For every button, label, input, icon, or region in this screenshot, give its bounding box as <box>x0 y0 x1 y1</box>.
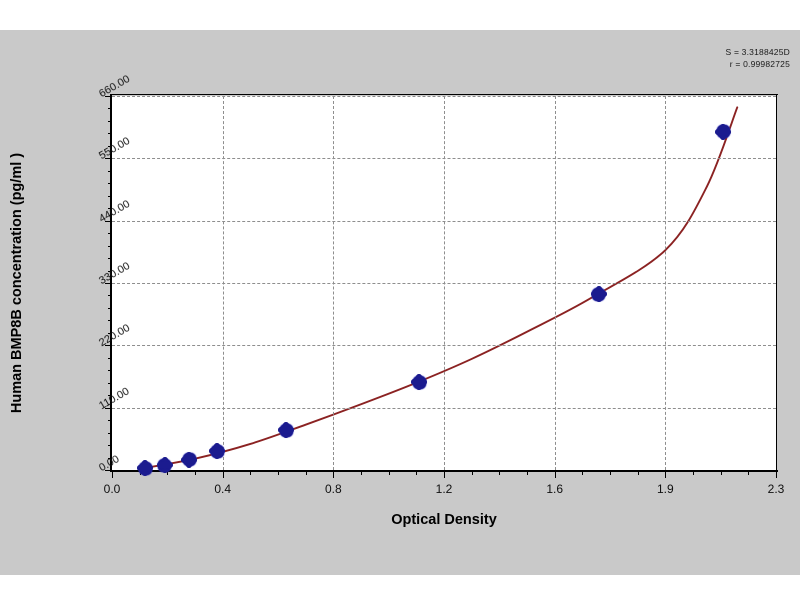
y-axis-minor-tick <box>108 170 112 172</box>
gridline-vertical <box>665 96 667 470</box>
gridline-vertical <box>444 96 445 470</box>
x-axis-minor-tick <box>388 470 390 475</box>
fitted-curve-path <box>138 106 739 470</box>
y-axis-minor-tick <box>108 295 112 297</box>
x-axis-minor-tick <box>748 470 750 475</box>
x-axis-minor-tick <box>610 470 611 475</box>
x-axis-minor-tick <box>250 470 252 475</box>
data-point-marker <box>181 451 198 468</box>
y-axis-minor-tick <box>108 183 112 185</box>
y-axis-tick <box>105 158 112 160</box>
x-axis-minor-tick <box>167 470 169 475</box>
y-axis-minor-tick <box>108 457 112 459</box>
y-axis-tick <box>105 220 112 222</box>
y-axis-minor-tick <box>108 208 112 210</box>
y-axis-title: Human BMP8B concentration (pg/ml ) <box>9 152 25 414</box>
data-point-marker <box>156 457 173 474</box>
y-axis-minor-tick <box>108 357 112 359</box>
y-axis-minor-tick <box>108 245 112 247</box>
x-axis-tick <box>112 470 113 478</box>
x-axis-minor-tick <box>637 470 639 475</box>
y-axis-minor-tick <box>108 370 112 372</box>
x-axis-tick <box>776 470 777 478</box>
x-axis-tick <box>222 470 224 478</box>
x-axis-tick-label: 1.6 <box>546 482 563 496</box>
y-axis-tick <box>105 470 112 471</box>
x-axis-tick <box>665 470 667 478</box>
x-axis-minor-tick <box>361 470 362 475</box>
gridline-vertical <box>333 96 335 470</box>
x-axis-tick-label: 0.0 <box>103 482 121 496</box>
x-axis-tick-label: 2.3 <box>767 482 785 496</box>
y-axis-tick <box>105 407 112 409</box>
y-axis-minor-tick <box>108 320 112 322</box>
x-axis-tick-label: 1.9 <box>656 482 674 496</box>
x-axis-tick <box>444 470 445 478</box>
y-axis-minor-tick <box>108 195 112 197</box>
x-axis-minor-tick <box>527 470 528 475</box>
fit-correlation-text: r = 0.99982725 <box>729 59 790 69</box>
x-axis-tick-label: 0.4 <box>214 482 231 496</box>
data-point-marker <box>715 123 732 140</box>
y-axis-minor-tick <box>108 395 112 397</box>
y-axis-tick <box>105 345 112 347</box>
gridline-vertical <box>554 96 556 470</box>
x-axis-tick <box>333 470 335 478</box>
fit-statistics-annotation: S = 3.3188425D r = 0.99982725 <box>590 46 790 70</box>
data-point-marker <box>137 460 154 477</box>
x-axis-minor-tick <box>416 470 418 475</box>
x-axis-minor-tick <box>720 470 722 475</box>
data-point-marker <box>590 286 607 303</box>
x-axis-minor-tick <box>471 470 473 475</box>
y-axis-minor-tick <box>108 258 112 260</box>
fitted-curve <box>138 106 739 470</box>
y-axis-minor-tick <box>108 432 112 434</box>
plot-area: 0.00110.00220.00330.00440.00550.00660.00… <box>97 73 784 496</box>
x-axis-tick-label: 0.8 <box>324 482 342 496</box>
plot-right-border <box>776 94 777 472</box>
y-axis-tick <box>105 283 112 284</box>
x-axis-tick-label: 1.2 <box>435 482 453 496</box>
x-axis-minor-tick <box>305 470 307 475</box>
x-axis-minor-tick <box>195 470 196 475</box>
y-axis-minor-tick <box>108 108 112 110</box>
y-axis-minor-tick <box>108 420 112 422</box>
x-axis-title: Optical Density <box>391 512 497 528</box>
plot-top-border <box>110 94 778 95</box>
gridline-vertical <box>222 96 224 470</box>
y-axis-minor-tick <box>108 445 112 447</box>
y-axis-minor-tick <box>108 332 112 334</box>
x-axis-minor-tick <box>499 470 501 475</box>
y-axis-minor-tick <box>108 120 112 122</box>
y-axis-minor-tick <box>108 233 112 235</box>
data-point-marker <box>209 443 226 460</box>
y-axis-minor-tick <box>108 382 112 384</box>
y-axis-minor-tick <box>108 307 112 309</box>
y-axis-tick <box>105 96 112 97</box>
y-axis-minor-tick <box>108 133 112 135</box>
y-axis-minor-tick <box>108 270 112 272</box>
y-axis-minor-tick <box>108 145 112 147</box>
x-axis-minor-tick <box>278 470 279 475</box>
fit-slope-text: S = 3.3188425D <box>725 47 790 57</box>
x-axis-tick <box>554 470 556 478</box>
x-axis-minor-tick <box>582 470 584 475</box>
data-point-marker <box>278 422 295 439</box>
x-axis-minor-tick <box>693 470 694 475</box>
data-point-marker <box>411 374 428 391</box>
